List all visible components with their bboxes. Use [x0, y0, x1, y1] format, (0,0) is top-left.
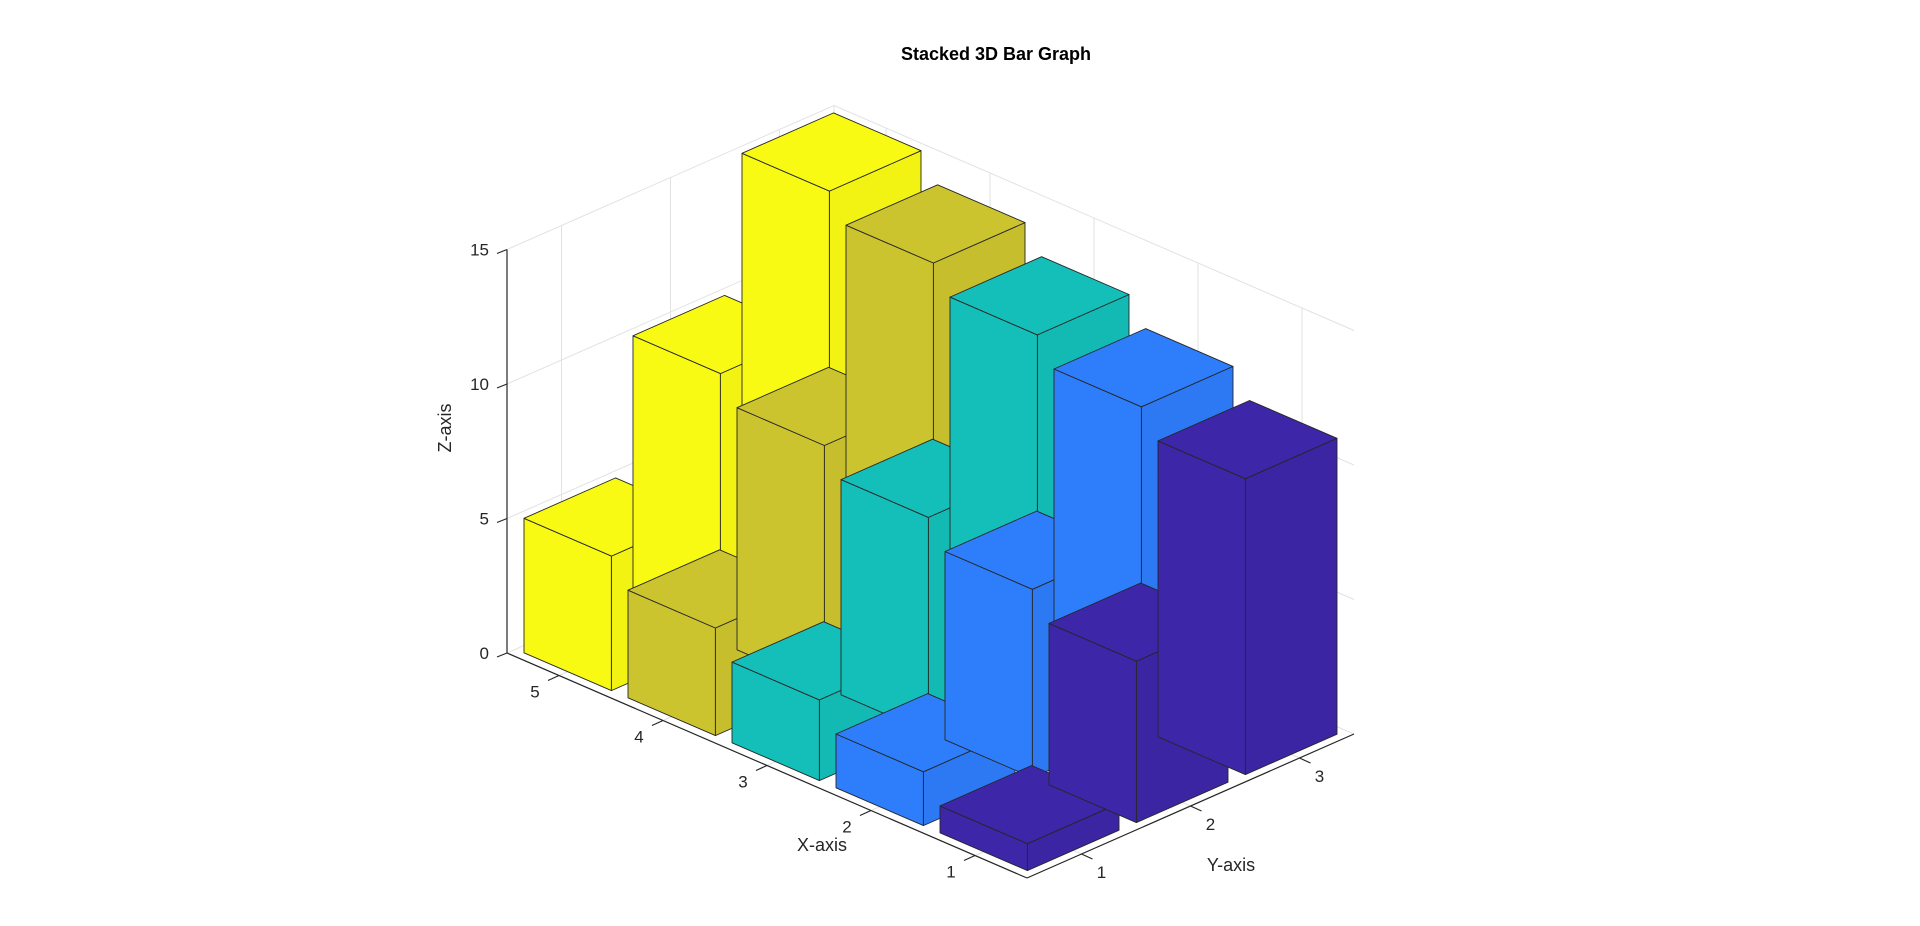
x-axis-label: X-axis — [797, 835, 847, 855]
x-tick-mark — [755, 764, 768, 772]
bar — [1157, 400, 1338, 776]
z-axis-label: Z-axis — [435, 404, 455, 453]
bar-face-top — [845, 184, 1026, 264]
bar-face-top — [949, 256, 1130, 336]
z-tick-label: 0 — [480, 644, 489, 663]
bars-layer — [523, 112, 1338, 872]
z-tick-mark — [496, 248, 508, 255]
bar-face-left — [944, 551, 1033, 779]
z-tick-mark — [496, 383, 508, 389]
bar-face-left — [1157, 440, 1246, 776]
bar-face-top — [741, 112, 922, 192]
tick-labels: 1 2 3 4 5 1 2 3 0 5 10 15 — [470, 241, 1324, 883]
z-tick-label: 10 — [470, 375, 489, 394]
y-tick-label: 1 — [1097, 863, 1106, 882]
y-tick-mark — [1190, 805, 1202, 812]
x-tick-label: 3 — [738, 773, 747, 792]
y-tick-mark — [1081, 853, 1093, 860]
bar-face-right — [1244, 437, 1338, 776]
x-tick-mark — [963, 854, 976, 862]
z-tick-label: 5 — [480, 510, 489, 529]
y-axis-label: Y-axis — [1207, 855, 1255, 875]
x-tick-mark — [651, 719, 664, 727]
z-tick-label: 15 — [470, 241, 489, 260]
x-tick-label: 4 — [634, 728, 643, 747]
x-tick-mark — [547, 674, 560, 682]
bar-face-top — [1053, 328, 1234, 408]
z-tick-mark — [496, 652, 508, 658]
y-tick-mark — [1299, 757, 1311, 764]
bar-face-left — [840, 479, 929, 734]
x-tick-label: 1 — [946, 863, 955, 882]
x-tick-label: 2 — [842, 818, 851, 837]
x-tick-mark — [859, 809, 872, 817]
y-tick-label: 3 — [1315, 767, 1324, 786]
y-tick-label: 2 — [1206, 815, 1215, 834]
bar-face-top — [1157, 400, 1338, 480]
x-tick-label: 5 — [530, 683, 539, 702]
z-tick-mark — [496, 517, 508, 524]
chart-title: Stacked 3D Bar Graph — [901, 44, 1091, 64]
